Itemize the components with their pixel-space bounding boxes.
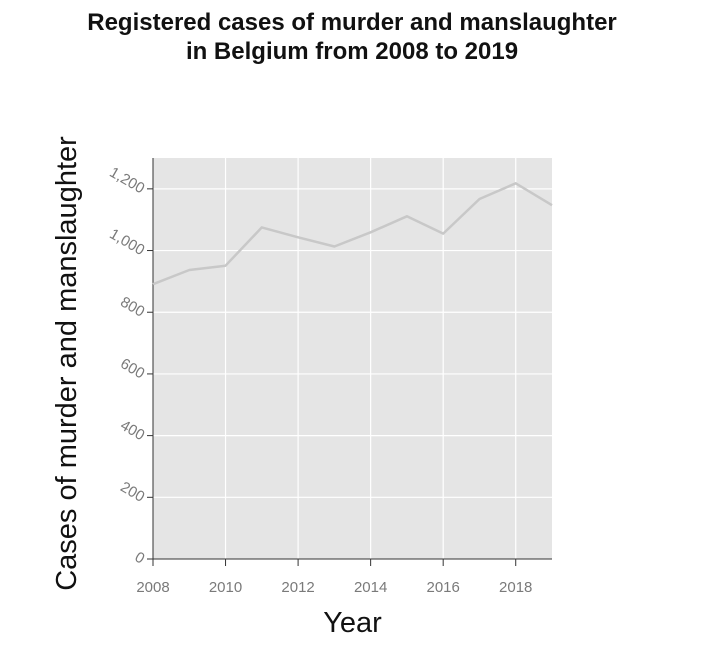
y-tick-label: 600 bbox=[117, 355, 147, 382]
y-tick-label: 0 bbox=[132, 549, 148, 568]
series-line bbox=[152, 182, 553, 286]
x-tick-label: 2016 bbox=[426, 579, 459, 596]
x-tick-label: 2018 bbox=[499, 579, 532, 596]
chart-title-line-1: Registered cases of murder and manslaugh… bbox=[87, 9, 617, 36]
plot-panel bbox=[153, 158, 552, 559]
y-axis-title: Cases of murder and manslaughter bbox=[51, 136, 83, 591]
x-axis-title: Year bbox=[323, 607, 382, 639]
chart-title-line-2: in Belgium from 2008 to 2019 bbox=[185, 38, 519, 65]
chart-title: Registered cases of murder and manslaugh… bbox=[0, 8, 704, 66]
y-tick-label: 1,200 bbox=[106, 164, 147, 197]
y-tick-label: 400 bbox=[117, 417, 147, 444]
axes bbox=[147, 158, 552, 566]
x-tick-label: 2010 bbox=[209, 579, 242, 596]
y-tick-label: 1,000 bbox=[106, 226, 147, 259]
grid-lines bbox=[153, 158, 552, 559]
x-tick-label: 2012 bbox=[281, 579, 314, 596]
y-tick-label: 800 bbox=[117, 293, 147, 320]
y-tick-label: 200 bbox=[117, 479, 147, 506]
x-tick-label: 2014 bbox=[354, 579, 387, 596]
series bbox=[152, 182, 553, 286]
x-tick-label: 2008 bbox=[136, 579, 169, 596]
